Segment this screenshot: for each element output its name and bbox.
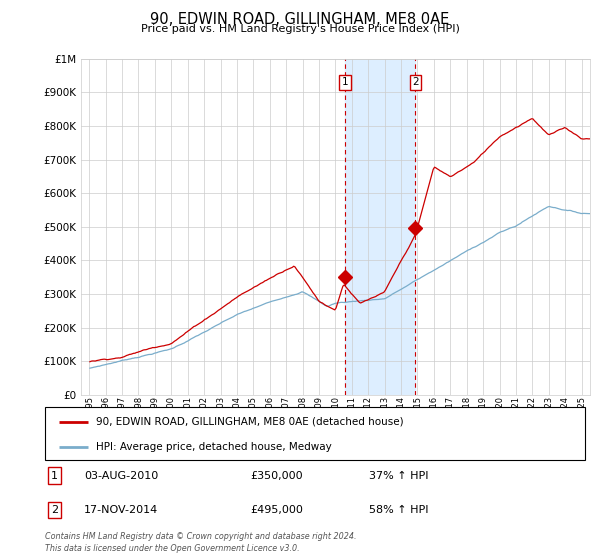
Text: £350,000: £350,000 bbox=[250, 470, 303, 480]
Text: £495,000: £495,000 bbox=[250, 505, 303, 515]
Text: 17-NOV-2014: 17-NOV-2014 bbox=[84, 505, 158, 515]
Text: 2: 2 bbox=[51, 505, 58, 515]
Text: 37% ↑ HPI: 37% ↑ HPI bbox=[369, 470, 428, 480]
Text: HPI: Average price, detached house, Medway: HPI: Average price, detached house, Medw… bbox=[96, 442, 332, 452]
Text: 1: 1 bbox=[51, 470, 58, 480]
Text: Contains HM Land Registry data © Crown copyright and database right 2024.
This d: Contains HM Land Registry data © Crown c… bbox=[45, 533, 356, 553]
Bar bbox=[345, 59, 415, 395]
Text: Price paid vs. HM Land Registry's House Price Index (HPI): Price paid vs. HM Land Registry's House … bbox=[140, 24, 460, 34]
FancyBboxPatch shape bbox=[45, 407, 585, 460]
Text: 90, EDWIN ROAD, GILLINGHAM, ME8 0AE: 90, EDWIN ROAD, GILLINGHAM, ME8 0AE bbox=[151, 12, 449, 27]
Text: 03-AUG-2010: 03-AUG-2010 bbox=[84, 470, 158, 480]
Text: 2: 2 bbox=[412, 77, 419, 87]
Text: 58% ↑ HPI: 58% ↑ HPI bbox=[369, 505, 428, 515]
Text: 90, EDWIN ROAD, GILLINGHAM, ME8 0AE (detached house): 90, EDWIN ROAD, GILLINGHAM, ME8 0AE (det… bbox=[96, 417, 404, 427]
Text: 1: 1 bbox=[341, 77, 348, 87]
